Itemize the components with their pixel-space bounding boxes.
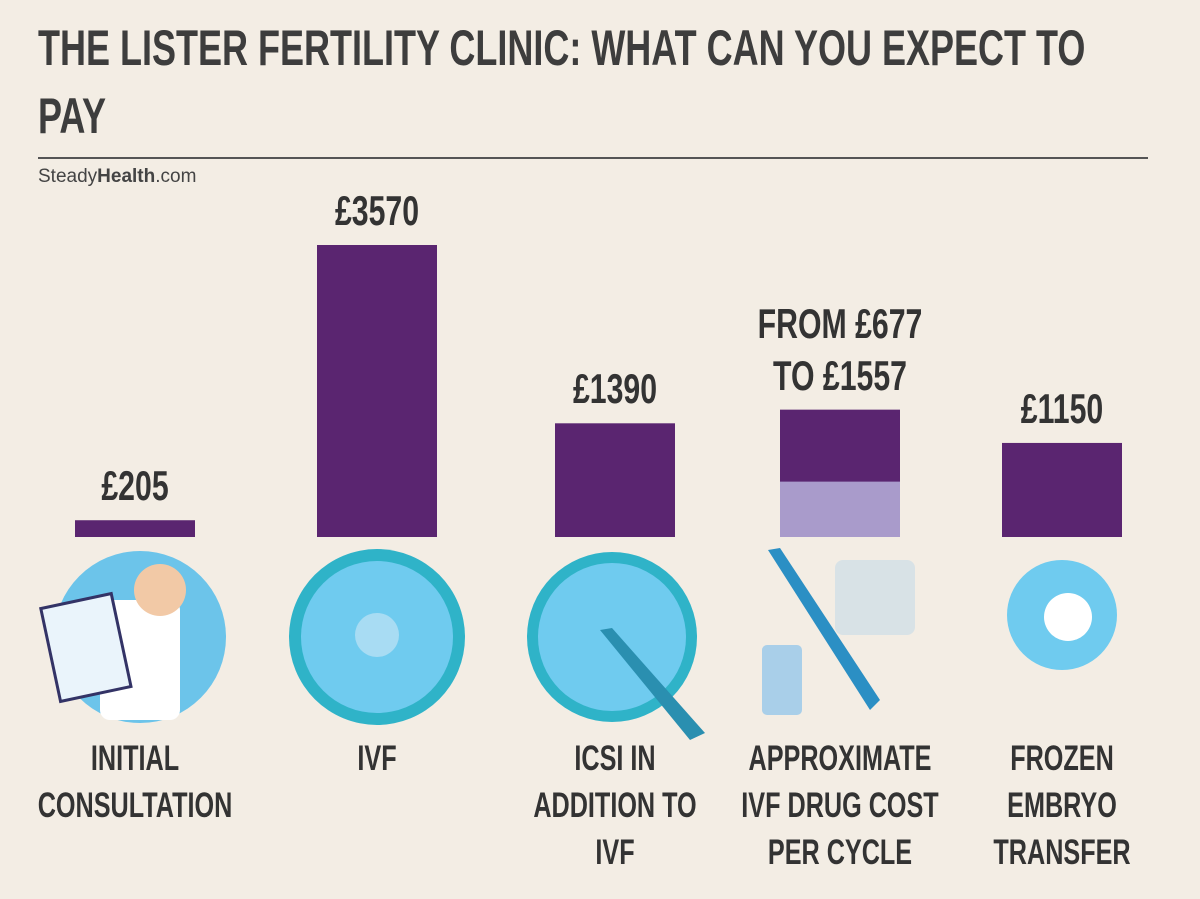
category-label: IVF xyxy=(357,739,397,778)
category-label: ICSI IN ADDITION TO IVF xyxy=(533,739,697,872)
clipboard xyxy=(39,591,133,704)
doctor-head xyxy=(134,564,186,616)
bar xyxy=(1002,442,1122,537)
vial xyxy=(762,645,802,715)
syringe xyxy=(768,548,880,710)
icsi-needle xyxy=(600,628,705,740)
icons xyxy=(39,548,1117,740)
title-rule xyxy=(38,157,1148,159)
source-part: Health xyxy=(97,166,156,187)
source-part: Steady xyxy=(38,166,98,187)
category-label: INITIAL CONSULTATION xyxy=(37,739,233,825)
embryo-core xyxy=(1044,593,1092,641)
value-label: £3570 xyxy=(334,187,420,234)
source: SteadyHealth.com xyxy=(38,166,196,188)
category-label: APPROXIMATE IVF DRUG COST PER CYCLE xyxy=(741,739,939,872)
bar xyxy=(555,423,675,537)
source-part: .com xyxy=(155,166,197,187)
bar xyxy=(75,520,195,537)
pills xyxy=(835,560,915,635)
ivf-egg xyxy=(355,613,399,657)
bar-range-low xyxy=(780,481,900,537)
value-label: £1150 xyxy=(1020,384,1104,432)
value-label: FROM £677 TO £1557 xyxy=(757,299,923,399)
value-label: £1390 xyxy=(572,365,658,413)
category-label: FROZEN EMBRYO TRANSFER xyxy=(993,739,1131,872)
bar xyxy=(317,245,437,537)
chart-title: THE LISTER FERTILITY CLINIC: WHAT CAN YO… xyxy=(38,20,1086,144)
value-label: £205 xyxy=(101,462,169,510)
